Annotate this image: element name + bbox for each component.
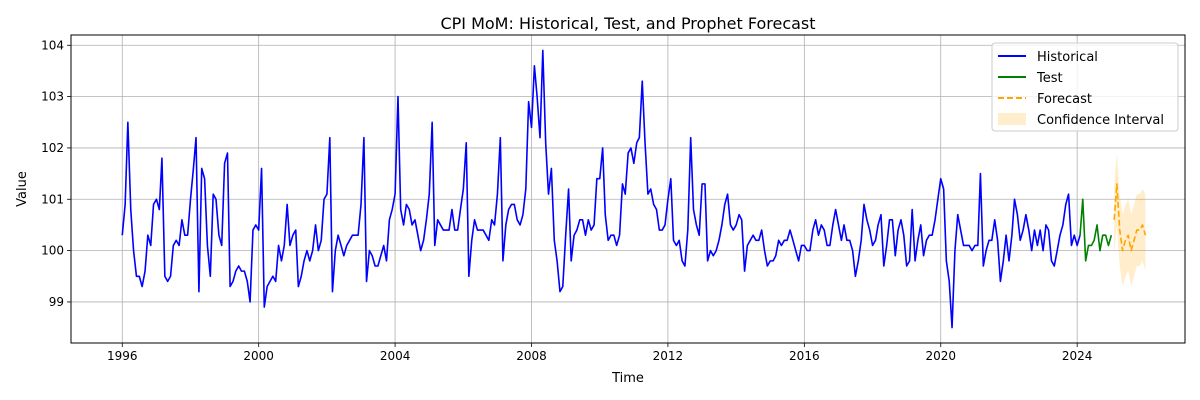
y-tick-label: 104 — [41, 38, 64, 52]
series-line-forecast — [1113, 183, 1147, 252]
confidence-interval-band — [1114, 153, 1146, 287]
y-tick-label: 99 — [49, 295, 64, 309]
x-tick-label: 2024 — [1062, 349, 1093, 363]
x-tick-label: 2000 — [243, 349, 274, 363]
legend-label-historical: Historical — [1037, 50, 1098, 65]
legend: Historical Test Forecast Confidence Inte… — [991, 42, 1179, 132]
x-tick-label: 2012 — [653, 349, 684, 363]
y-tick-label: 101 — [41, 192, 64, 206]
x-tick-label: 2004 — [380, 349, 411, 363]
axis-ticks: 1996 2000 2004 2008 2012 2016 2020 2024 99 100 101… — [41, 38, 1092, 363]
legend-label-test: Test — [1036, 71, 1063, 86]
x-tick-label: 2008 — [516, 349, 547, 363]
series-line-historical — [121, 49, 1081, 329]
legend-label-forecast: Forecast — [1037, 92, 1092, 107]
legend-label-confidence-interval: Confidence Interval — [1037, 113, 1164, 128]
x-tick-label: 1996 — [107, 349, 138, 363]
chart-title: CPI MoM: Historical, Test, and Prophet F… — [440, 14, 815, 33]
x-tick-label: 2020 — [925, 349, 956, 363]
y-tick-label: 100 — [41, 244, 64, 258]
series-line-test — [1079, 198, 1113, 262]
y-tick-label: 103 — [41, 90, 64, 104]
plot-area — [121, 49, 1147, 329]
y-axis-label: Value — [15, 171, 30, 207]
plot-frame — [70, 34, 1186, 344]
x-axis-label: Time — [611, 371, 644, 386]
legend-swatch-confidence-interval — [998, 113, 1026, 125]
x-tick-label: 2016 — [789, 349, 820, 363]
legend-box — [991, 42, 1179, 132]
y-tick-label: 102 — [41, 141, 64, 155]
